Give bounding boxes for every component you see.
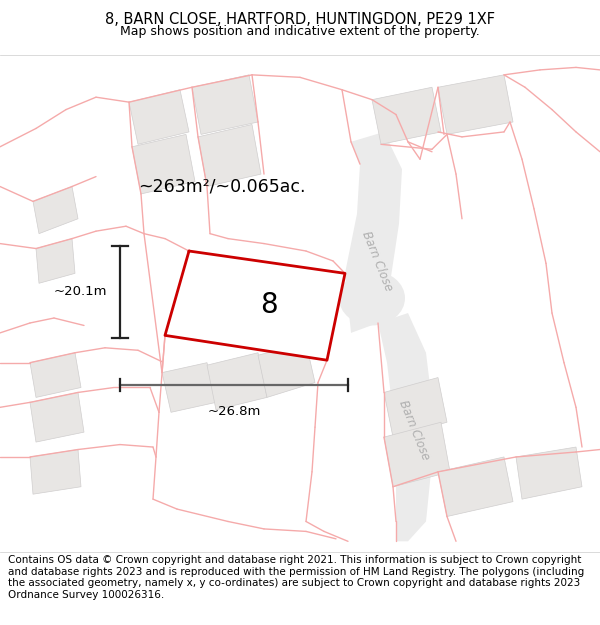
- Polygon shape: [258, 343, 315, 398]
- Circle shape: [339, 271, 405, 326]
- Polygon shape: [378, 313, 432, 541]
- Polygon shape: [438, 457, 513, 516]
- Polygon shape: [30, 449, 81, 494]
- Text: Map shows position and indicative extent of the property.: Map shows position and indicative extent…: [120, 26, 480, 39]
- Polygon shape: [162, 362, 216, 413]
- Polygon shape: [345, 132, 402, 333]
- Text: 8: 8: [260, 291, 277, 319]
- Polygon shape: [30, 392, 84, 442]
- Text: Barn Close: Barn Close: [359, 229, 395, 293]
- Polygon shape: [372, 88, 441, 144]
- Text: Barn Close: Barn Close: [396, 398, 432, 461]
- Text: Contains OS data © Crown copyright and database right 2021. This information is : Contains OS data © Crown copyright and d…: [8, 555, 584, 600]
- Polygon shape: [192, 75, 258, 134]
- Polygon shape: [36, 239, 75, 283]
- Polygon shape: [207, 352, 267, 410]
- Polygon shape: [129, 90, 189, 144]
- Polygon shape: [384, 378, 447, 437]
- Text: ~20.1m: ~20.1m: [53, 286, 107, 299]
- Polygon shape: [33, 186, 78, 234]
- Polygon shape: [438, 75, 513, 134]
- Polygon shape: [516, 447, 582, 499]
- Polygon shape: [384, 422, 450, 487]
- Text: 8, BARN CLOSE, HARTFORD, HUNTINGDON, PE29 1XF: 8, BARN CLOSE, HARTFORD, HUNTINGDON, PE2…: [105, 12, 495, 27]
- Text: ~26.8m: ~26.8m: [208, 405, 260, 418]
- Polygon shape: [165, 251, 345, 360]
- Polygon shape: [30, 352, 81, 398]
- Polygon shape: [132, 134, 195, 194]
- Polygon shape: [198, 124, 261, 186]
- Text: ~263m²/~0.065ac.: ~263m²/~0.065ac.: [138, 177, 306, 196]
